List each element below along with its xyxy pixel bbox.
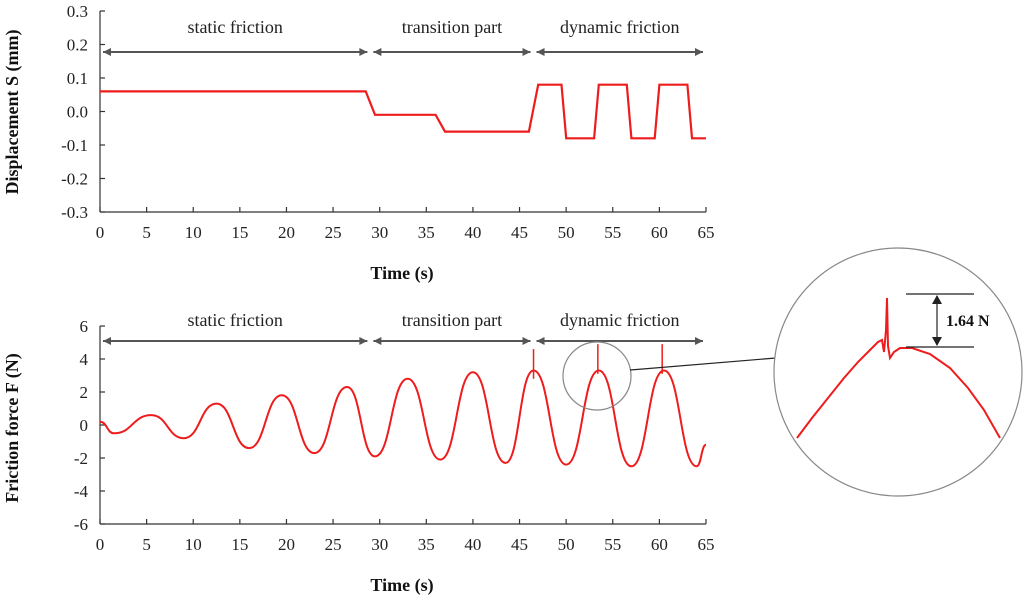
x-tick-label: 15 <box>231 535 248 554</box>
y-tick-label: -0.3 <box>61 203 88 222</box>
magnifier-inset: 1.64 N <box>562 247 1023 497</box>
magnifier-large-circle <box>773 247 1023 497</box>
bottom-x-axis-title: Time (s) <box>370 575 433 596</box>
x-tick-label: 15 <box>231 223 248 242</box>
region-label: transition part <box>402 17 502 37</box>
x-tick-label: 20 <box>278 535 295 554</box>
y-tick-label: -6 <box>74 515 88 534</box>
x-tick-label: 35 <box>418 223 435 242</box>
x-tick-label: 40 <box>464 535 481 554</box>
region-label: dynamic friction <box>560 310 679 330</box>
x-tick-label: 5 <box>142 223 151 242</box>
x-tick-label: 50 <box>558 223 575 242</box>
y-tick-label: -4 <box>74 482 89 501</box>
y-tick-label: 0.3 <box>67 2 88 21</box>
displacement-series-line <box>100 83 706 140</box>
x-tick-label: 0 <box>96 223 105 242</box>
displacement-panel: 0.3 0.2 0.1 0.0 -0.1 -0.2 -0.3 0 5 10 15 20 25 30 35 4… <box>2 2 715 284</box>
region-arrow-left <box>103 337 111 345</box>
region-label: static friction <box>187 17 282 37</box>
annotation-arrow-head-down <box>932 337 942 346</box>
region-arrow-left <box>373 48 382 56</box>
bottom-y-axis-title: Friction force F (N) <box>2 353 23 502</box>
x-tick-label: 50 <box>558 535 575 554</box>
x-tick-label: 10 <box>185 223 202 242</box>
x-tick-label: 65 <box>698 535 715 554</box>
y-tick-label: -0.1 <box>61 136 88 155</box>
x-tick-label: 60 <box>651 535 668 554</box>
region-arrow-left <box>536 48 545 56</box>
x-tick-label: 5 <box>142 535 151 554</box>
region-arrow-right <box>359 48 368 56</box>
magnifier-small-circle <box>562 341 632 411</box>
region-arrow-right <box>522 337 531 345</box>
y-tick-label: 2 <box>80 383 89 402</box>
y-tick-label: 0.2 <box>67 36 88 55</box>
x-tick-label: 65 <box>698 223 715 242</box>
region-arrow-left <box>536 337 545 345</box>
annotation-arrow-head-up <box>932 295 942 304</box>
x-tick-label: 45 <box>511 223 528 242</box>
region-arrow-right <box>359 337 368 345</box>
y-tick-label: 0 <box>80 416 89 435</box>
top-x-axis-title: Time (s) <box>370 263 433 284</box>
magnifier-connector-line <box>629 357 777 371</box>
region-arrow-right <box>695 48 703 56</box>
x-tick-label: 30 <box>371 223 388 242</box>
region-arrow-right <box>695 337 703 345</box>
x-tick-label: 55 <box>604 223 621 242</box>
top-y-axis-title: Displacement S (mm) <box>2 30 23 195</box>
x-tick-label: 60 <box>651 223 668 242</box>
x-tick-label: 55 <box>604 535 621 554</box>
region-label: transition part <box>402 310 502 330</box>
x-tick-label: 25 <box>325 535 342 554</box>
region-arrow-left <box>373 337 382 345</box>
x-tick-label: 45 <box>511 535 528 554</box>
y-tick-label: -2 <box>74 449 88 468</box>
friction-force-series-line <box>99 369 707 468</box>
x-tick-label: 40 <box>464 223 481 242</box>
region-arrow-left <box>103 48 111 56</box>
x-tick-label: 30 <box>371 535 388 554</box>
magnified-curve <box>796 297 1001 439</box>
x-tick-label: 10 <box>185 535 202 554</box>
region-arrow-right <box>522 48 531 56</box>
x-tick-label: 35 <box>418 535 435 554</box>
x-tick-label: 20 <box>278 223 295 242</box>
y-tick-label: 4 <box>80 350 89 369</box>
region-label: static friction <box>187 310 282 330</box>
y-tick-label: 6 <box>80 317 89 336</box>
y-tick-label: -0.2 <box>61 170 88 189</box>
y-tick-label: 0.0 <box>67 103 88 122</box>
x-tick-label: 0 <box>96 535 105 554</box>
annotation-label: 1.64 N <box>946 313 990 330</box>
region-label: dynamic friction <box>560 17 679 37</box>
y-tick-label: 0.1 <box>67 69 88 88</box>
x-tick-label: 25 <box>325 223 342 242</box>
